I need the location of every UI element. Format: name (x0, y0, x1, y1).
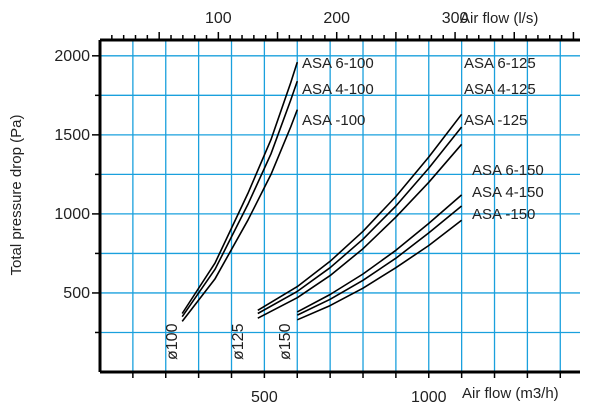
x-axis-label-bottom: Air flow (m3/h) (462, 385, 559, 402)
curve-label-asa-4-100: ASA 4-100 (302, 81, 374, 98)
group-label-d125: ø125 (230, 323, 247, 360)
x-top-tick-label-300: 300 (442, 10, 469, 27)
y-tick-label-500: 500 (63, 285, 90, 302)
x-top-tick-label-100: 100 (205, 10, 232, 27)
group-label-d100: ø100 (164, 323, 181, 360)
curve-label-asa-4-150: ASA 4-150 (472, 184, 544, 201)
grid-layer (100, 40, 580, 372)
axes-layer: 500 1000 100 200 300 500 1000 1500 2000 (54, 10, 580, 406)
series-line-asa-125 (257, 143, 463, 319)
series-line-asa-6-100 (181, 61, 299, 314)
y-tick-label-1000: 1000 (54, 206, 90, 223)
curve-label-asa--100: ASA -100 (302, 112, 365, 129)
curve-label-asa-4-125: ASA 4-125 (464, 81, 536, 98)
series-layer (181, 61, 463, 322)
curve-label-asa-6-125: ASA 6-125 (464, 55, 536, 72)
series-line-asa-4-100 (181, 80, 299, 318)
curve-label-asa-6-150: ASA 6-150 (472, 162, 544, 179)
y-tick-label-1500: 1500 (54, 127, 90, 144)
series-line-asa-4-125 (257, 126, 463, 315)
series-line-asa-100 (181, 109, 299, 322)
y-tick-label-2000: 2000 (54, 48, 90, 65)
x-top-tick-label-200: 200 (323, 10, 350, 27)
x-bottom-tick-label-500: 500 (251, 389, 278, 406)
x-bottom-tick-label-1000: 1000 (411, 389, 447, 406)
curve-label-asa--125: ASA -125 (464, 112, 527, 129)
series-line-asa-6-125 (257, 113, 463, 311)
series-line-asa-6-150 (296, 194, 463, 313)
series-line-asa-150 (296, 219, 463, 321)
series-line-asa-4-150 (296, 205, 463, 316)
y-axis-label: Total pressure drop (Pa) (8, 115, 25, 276)
labels-layer: Total pressure drop (Pa) Air flow (m3/h)… (8, 10, 559, 402)
curve-label-asa-6-100: ASA 6-100 (302, 55, 374, 72)
curve-label-asa--150: ASA -150 (472, 206, 535, 223)
x-axis-label-top: Air flow (l/s) (460, 10, 538, 27)
group-label-d150: ø150 (277, 323, 294, 360)
